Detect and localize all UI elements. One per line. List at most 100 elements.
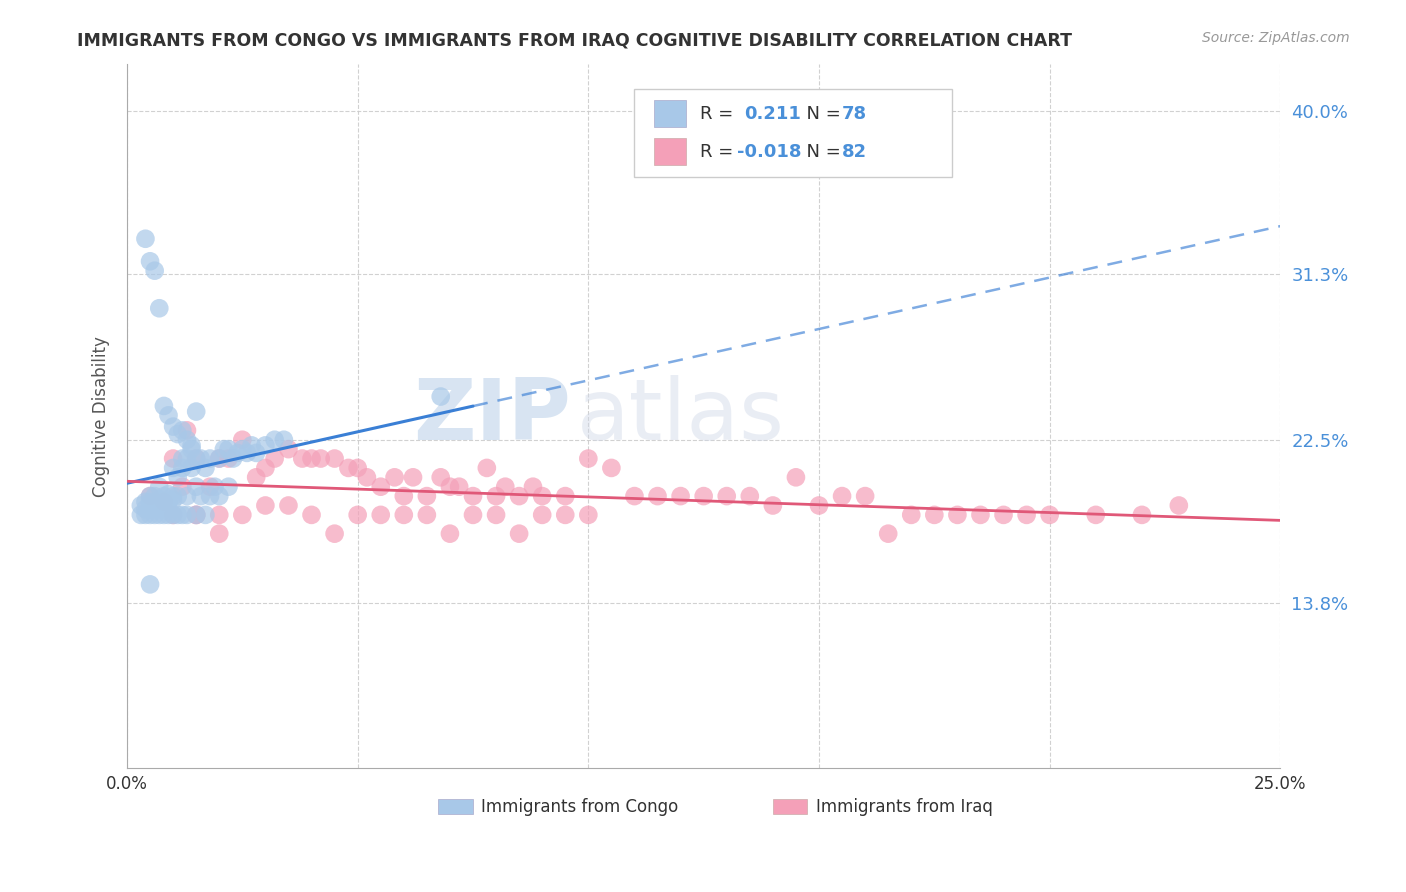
Point bbox=[245, 446, 267, 460]
Point bbox=[148, 492, 170, 507]
Point bbox=[647, 489, 669, 503]
Point bbox=[623, 489, 645, 503]
Point bbox=[301, 451, 323, 466]
Point bbox=[186, 508, 208, 522]
Point bbox=[439, 480, 461, 494]
Point bbox=[143, 489, 166, 503]
Text: N =: N = bbox=[794, 104, 846, 123]
FancyBboxPatch shape bbox=[634, 88, 952, 177]
Point bbox=[139, 494, 162, 508]
Point bbox=[416, 508, 439, 522]
Text: R =: R = bbox=[700, 143, 740, 161]
Point bbox=[485, 508, 508, 522]
Text: IMMIGRANTS FROM CONGO VS IMMIGRANTS FROM IRAQ COGNITIVE DISABILITY CORRELATION C: IMMIGRANTS FROM CONGO VS IMMIGRANTS FROM… bbox=[77, 31, 1073, 49]
Point bbox=[198, 480, 221, 494]
Point bbox=[554, 489, 576, 503]
Text: ZIP: ZIP bbox=[413, 375, 571, 458]
Point bbox=[157, 502, 180, 516]
Point bbox=[254, 499, 277, 513]
Point bbox=[218, 451, 240, 466]
Point bbox=[531, 508, 554, 522]
Point bbox=[139, 489, 162, 503]
Point bbox=[162, 492, 184, 507]
Point bbox=[254, 438, 277, 452]
Point bbox=[277, 442, 299, 457]
Point bbox=[309, 451, 332, 466]
Y-axis label: Cognitive Disability: Cognitive Disability bbox=[93, 335, 110, 497]
Point bbox=[277, 499, 299, 513]
Point bbox=[449, 480, 471, 494]
Point bbox=[166, 470, 188, 484]
Point bbox=[924, 508, 946, 522]
Point bbox=[1084, 508, 1107, 522]
Point bbox=[494, 480, 516, 494]
Point bbox=[576, 451, 599, 466]
Point bbox=[198, 489, 221, 503]
Point bbox=[176, 423, 198, 437]
Point bbox=[900, 508, 922, 522]
Point bbox=[208, 489, 231, 503]
Text: 82: 82 bbox=[842, 143, 868, 161]
Point bbox=[153, 508, 176, 522]
Point bbox=[231, 508, 253, 522]
Point bbox=[134, 232, 156, 246]
FancyBboxPatch shape bbox=[654, 138, 686, 165]
Point bbox=[738, 489, 761, 503]
Point bbox=[194, 461, 217, 475]
Point bbox=[1039, 508, 1062, 522]
Point bbox=[148, 480, 170, 494]
Point bbox=[186, 404, 208, 418]
Point bbox=[831, 489, 853, 503]
Point bbox=[148, 508, 170, 522]
Point bbox=[153, 494, 176, 508]
Text: Source: ZipAtlas.com: Source: ZipAtlas.com bbox=[1202, 31, 1350, 45]
Point bbox=[263, 451, 285, 466]
Point bbox=[157, 494, 180, 508]
Point bbox=[531, 489, 554, 503]
Point bbox=[716, 489, 738, 503]
Point bbox=[762, 499, 785, 513]
Point bbox=[208, 451, 231, 466]
Point bbox=[162, 508, 184, 522]
Point bbox=[254, 461, 277, 475]
Point bbox=[508, 526, 530, 541]
Point bbox=[392, 489, 415, 503]
Text: -0.018: -0.018 bbox=[737, 143, 801, 161]
Point bbox=[370, 480, 392, 494]
Point bbox=[576, 508, 599, 522]
Point bbox=[134, 494, 156, 508]
Point bbox=[877, 526, 900, 541]
Point bbox=[172, 480, 194, 494]
Point bbox=[176, 433, 198, 447]
Point bbox=[186, 508, 208, 522]
Point bbox=[600, 461, 623, 475]
Point bbox=[172, 508, 194, 522]
Point bbox=[370, 508, 392, 522]
Point bbox=[416, 489, 439, 503]
Point bbox=[384, 470, 406, 484]
Point bbox=[134, 508, 156, 522]
Point bbox=[139, 254, 162, 268]
Point bbox=[153, 399, 176, 413]
Point bbox=[162, 461, 184, 475]
Point bbox=[190, 451, 212, 466]
Point bbox=[166, 427, 188, 442]
Point bbox=[180, 442, 202, 457]
Point bbox=[236, 446, 259, 460]
Point bbox=[669, 489, 692, 503]
Point bbox=[166, 508, 188, 522]
Point bbox=[153, 489, 176, 503]
Point bbox=[162, 419, 184, 434]
Point bbox=[208, 508, 231, 522]
Point bbox=[323, 526, 346, 541]
Point bbox=[273, 433, 295, 447]
FancyBboxPatch shape bbox=[439, 798, 472, 814]
Point bbox=[522, 480, 544, 494]
Point bbox=[439, 526, 461, 541]
Point bbox=[946, 508, 969, 522]
Point bbox=[1130, 508, 1153, 522]
Point bbox=[356, 470, 378, 484]
Point bbox=[172, 461, 194, 475]
Point bbox=[1167, 499, 1189, 513]
FancyBboxPatch shape bbox=[654, 100, 686, 127]
